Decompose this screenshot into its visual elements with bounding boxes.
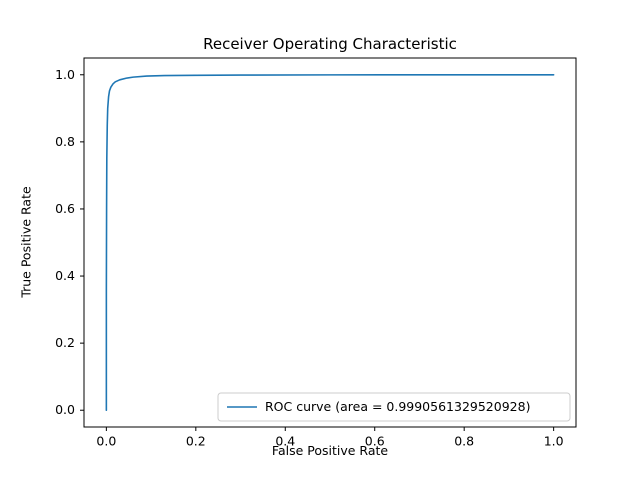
y-tick-label: 0.8: [55, 134, 75, 149]
chart-title: Receiver Operating Characteristic: [203, 35, 457, 53]
y-tick-label: 0.4: [55, 268, 75, 283]
plot-border: [83, 57, 577, 428]
x-tick-label: 1.0: [544, 434, 564, 449]
roc-curve-line: [105, 73, 555, 412]
y-tick-label: 0.0: [55, 402, 75, 417]
x-axis-label: False Positive Rate: [271, 443, 389, 458]
x-tick-label: 0.8: [454, 434, 474, 449]
x-tick-label: 0.6: [365, 434, 385, 449]
legend-box: [217, 392, 571, 422]
x-tick-label: 0.0: [96, 434, 116, 449]
x-tick-label: 0.2: [186, 434, 206, 449]
x-tick-label: 0.4: [275, 434, 295, 449]
y-tick-label: 1.0: [55, 67, 75, 82]
y-axis-label: True Positive Rate: [18, 186, 34, 298]
y-tick-label: 0.6: [55, 201, 75, 216]
y-tick-label: 0.2: [55, 335, 75, 350]
legend-entry-label: ROC curve (area = 0.9990561329520928): [265, 399, 531, 415]
